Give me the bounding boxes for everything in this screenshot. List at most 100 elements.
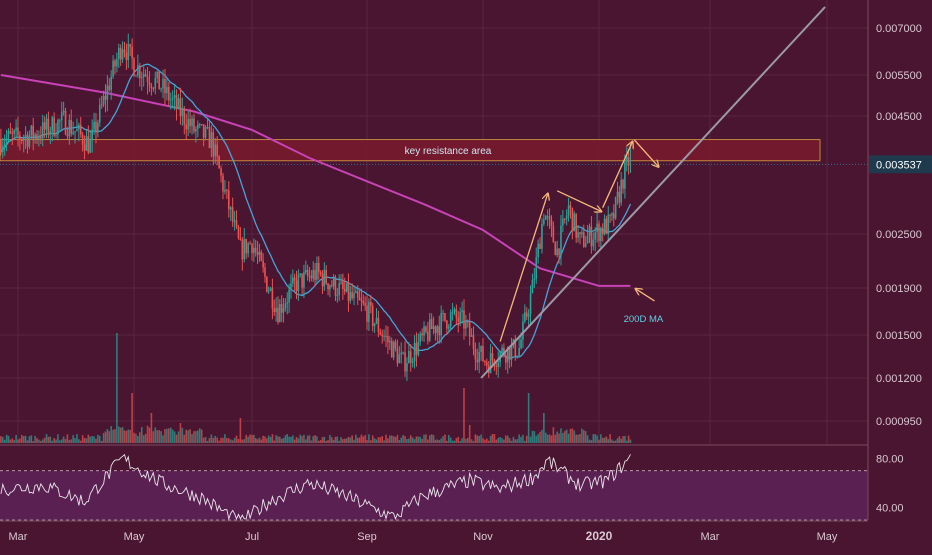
volume-bar bbox=[508, 438, 511, 443]
volume-bar bbox=[314, 435, 316, 443]
trendline[interactable] bbox=[480, 6, 826, 379]
volume-bar bbox=[202, 437, 205, 443]
volume-bar bbox=[609, 434, 611, 443]
candle-body bbox=[162, 78, 164, 89]
resistance-zone-rect[interactable] bbox=[0, 139, 821, 162]
volume-bar bbox=[125, 430, 128, 443]
candle-body bbox=[535, 257, 538, 280]
candle-body bbox=[381, 334, 384, 337]
candle-body bbox=[360, 299, 363, 302]
volume-bar bbox=[584, 431, 587, 443]
candle-body bbox=[64, 110, 67, 135]
volume-bar bbox=[618, 436, 621, 443]
volume-bar bbox=[11, 438, 14, 443]
volume-bar bbox=[266, 438, 268, 443]
candle-body bbox=[400, 352, 403, 355]
volume-bar bbox=[537, 434, 539, 443]
volume-bar bbox=[336, 436, 339, 443]
volume-bar bbox=[301, 436, 303, 443]
candle-body bbox=[544, 216, 547, 220]
candle-body bbox=[457, 317, 460, 322]
volume-bar bbox=[474, 434, 477, 443]
candle-body bbox=[543, 219, 545, 224]
candle-body bbox=[93, 121, 95, 130]
candle-body bbox=[214, 144, 217, 157]
candle-body bbox=[503, 347, 505, 356]
annotation-arrow bbox=[602, 142, 633, 208]
candle-body bbox=[484, 361, 486, 363]
volume-bar bbox=[556, 431, 558, 443]
volume-bar bbox=[260, 439, 263, 443]
volume-bar bbox=[273, 440, 276, 443]
volume-bar bbox=[419, 436, 422, 443]
volume-bar bbox=[76, 434, 78, 443]
candle-body bbox=[387, 335, 389, 343]
candle-body bbox=[319, 272, 322, 275]
volume-bar bbox=[117, 426, 120, 443]
volume-bar bbox=[468, 425, 471, 443]
candle-body bbox=[110, 76, 112, 91]
candle-body bbox=[417, 341, 420, 355]
volume-bar bbox=[210, 434, 213, 443]
candle-body bbox=[254, 247, 257, 253]
volume-bar bbox=[227, 438, 230, 443]
volume-bar bbox=[5, 434, 8, 443]
volume-bar bbox=[368, 434, 370, 443]
candle-body bbox=[271, 288, 274, 309]
volume-bar bbox=[24, 435, 27, 443]
candle-body bbox=[434, 326, 437, 334]
candle-body bbox=[114, 60, 116, 67]
volume-bar bbox=[527, 393, 530, 443]
volume-bar bbox=[220, 437, 222, 443]
candle-body bbox=[398, 354, 401, 364]
candle-body bbox=[146, 76, 149, 83]
candle-body bbox=[224, 189, 226, 192]
candle-body bbox=[251, 243, 253, 254]
candle-body bbox=[518, 348, 520, 356]
volume-bar bbox=[487, 440, 490, 443]
candle-body bbox=[43, 122, 46, 130]
candle-body bbox=[312, 270, 315, 279]
volume-bar bbox=[9, 439, 12, 443]
candle-body bbox=[347, 283, 350, 301]
volume-bar bbox=[592, 434, 595, 443]
candle-body bbox=[171, 97, 174, 100]
volume-bar bbox=[198, 428, 201, 443]
candle-body bbox=[76, 129, 78, 132]
candle-body bbox=[218, 156, 220, 169]
candle-body bbox=[185, 124, 188, 130]
candle-body bbox=[175, 95, 178, 109]
volume-bar bbox=[358, 437, 361, 443]
candle-body bbox=[306, 269, 309, 277]
candle-body bbox=[343, 289, 346, 292]
candle-body bbox=[129, 44, 131, 47]
volume-bar bbox=[175, 434, 178, 443]
candle-body bbox=[208, 126, 211, 149]
volume-bar bbox=[356, 437, 359, 443]
candle-body bbox=[552, 225, 555, 243]
candle-body bbox=[131, 46, 133, 59]
volume-bar bbox=[603, 437, 606, 443]
volume-bar bbox=[144, 433, 147, 443]
ma-200-line bbox=[0, 74, 631, 287]
candle-body bbox=[156, 71, 159, 79]
candle-body bbox=[269, 288, 272, 291]
volume-bar bbox=[312, 436, 315, 443]
volume-bar bbox=[449, 437, 452, 443]
candle-body bbox=[127, 44, 130, 61]
trendline-path[interactable] bbox=[480, 6, 826, 379]
volume-bar bbox=[522, 434, 524, 443]
volume-bar bbox=[81, 435, 84, 443]
candle-body bbox=[297, 274, 300, 292]
volume-bar bbox=[292, 435, 294, 443]
candle-body bbox=[38, 136, 40, 140]
volume-bar bbox=[229, 439, 232, 443]
volume-bar bbox=[38, 439, 40, 443]
candle-body bbox=[267, 290, 270, 292]
candle-body bbox=[338, 283, 340, 296]
candle-body bbox=[455, 309, 458, 318]
volume-bar bbox=[560, 428, 562, 443]
candle-body bbox=[563, 218, 566, 220]
candle-body bbox=[47, 118, 50, 135]
